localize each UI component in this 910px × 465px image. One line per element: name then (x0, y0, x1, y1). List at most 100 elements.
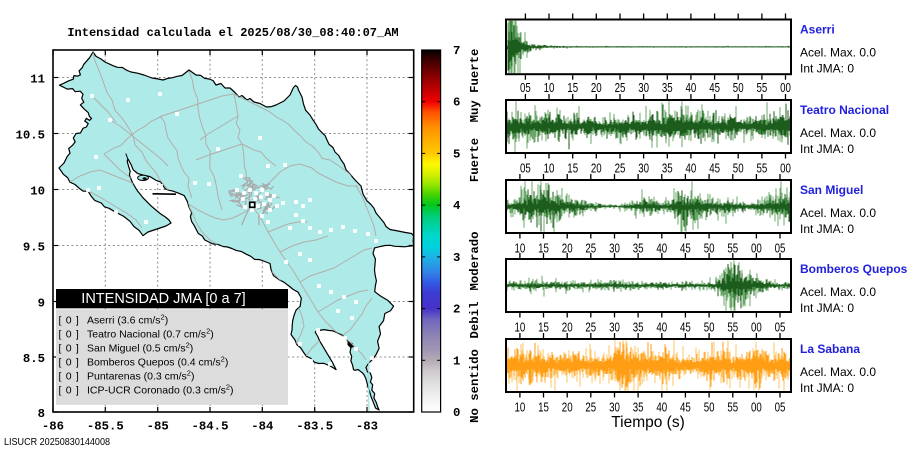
svg-text:Acel. Max. 0.0: Acel. Max. 0.0 (800, 285, 876, 299)
svg-text:Aserri (3.6 cm/s2): Aserri (3.6 cm/s2) (87, 313, 168, 327)
svg-text:-84: -84 (251, 420, 274, 434)
svg-text:15: 15 (567, 81, 578, 95)
svg-text:40: 40 (656, 320, 667, 334)
svg-text:Int JMA: 0: Int JMA: 0 (800, 301, 854, 315)
svg-text:10: 10 (30, 185, 45, 199)
svg-text:LISUCR 20250830144008: LISUCR 20250830144008 (4, 436, 110, 448)
svg-text:[ 0 ]: [ 0 ] (59, 329, 80, 341)
svg-text:-86: -86 (42, 420, 64, 434)
svg-text:Int JMA: 0: Int JMA: 0 (800, 62, 854, 76)
svg-text:Intensidad calculada el 2025/0: Intensidad calculada el 2025/08/30_08:40… (67, 26, 398, 40)
svg-text:45: 45 (680, 400, 691, 414)
svg-text:05: 05 (520, 81, 531, 95)
svg-text:40: 40 (686, 161, 697, 175)
svg-text:1: 1 (453, 354, 460, 368)
svg-text:No sentido: No sentido (468, 349, 482, 423)
svg-text:9.5: 9.5 (23, 241, 45, 255)
svg-text:Puntarenas (0.3 cm/s2): Puntarenas (0.3 cm/s2) (87, 369, 194, 383)
svg-text:30: 30 (638, 81, 649, 95)
svg-text:0: 0 (453, 406, 460, 420)
svg-text:Tiempo (s): Tiempo (s) (611, 414, 685, 431)
svg-text:11: 11 (30, 73, 45, 87)
svg-text:50: 50 (733, 81, 744, 95)
svg-text:20: 20 (591, 81, 602, 95)
svg-text:45: 45 (709, 81, 720, 95)
svg-text:[ 0 ]: [ 0 ] (59, 385, 80, 397)
svg-text:15: 15 (538, 320, 549, 334)
svg-text:40: 40 (686, 81, 697, 95)
svg-text:30: 30 (638, 161, 649, 175)
svg-text:15: 15 (567, 161, 578, 175)
svg-text:7: 7 (453, 44, 460, 58)
svg-text:-83.5: -83.5 (296, 420, 333, 434)
svg-text:Acel. Max. 0.0: Acel. Max. 0.0 (800, 365, 876, 379)
svg-text:35: 35 (662, 161, 673, 175)
svg-text:10: 10 (515, 400, 526, 414)
svg-text:La Sabana: La Sabana (800, 342, 860, 356)
svg-text:10: 10 (515, 320, 526, 334)
svg-text:Int JMA: 0: Int JMA: 0 (800, 381, 854, 395)
svg-text:20: 20 (591, 161, 602, 175)
svg-text:-85.5: -85.5 (87, 420, 124, 434)
svg-text:45: 45 (680, 320, 691, 334)
svg-text:10.5: 10.5 (15, 129, 45, 143)
svg-text:05: 05 (520, 161, 531, 175)
svg-text:Bomberos Quepos (0.4 cm/s2): Bomberos Quepos (0.4 cm/s2) (87, 355, 228, 369)
svg-text:Acel. Max. 0.0: Acel. Max. 0.0 (800, 126, 876, 140)
svg-text:00: 00 (780, 161, 791, 175)
svg-text:Acel. Max. 0.0: Acel. Max. 0.0 (800, 206, 876, 220)
svg-text:Moderado: Moderado (468, 231, 482, 290)
svg-text:3: 3 (453, 251, 460, 265)
svg-text:6: 6 (453, 96, 460, 110)
svg-text:05: 05 (775, 400, 786, 414)
svg-text:25: 25 (585, 400, 596, 414)
svg-text:Aserri: Aserri (800, 23, 835, 37)
svg-text:Int JMA: 0: Int JMA: 0 (800, 142, 854, 156)
svg-text:35: 35 (633, 320, 644, 334)
svg-text:25: 25 (615, 81, 626, 95)
svg-text:55: 55 (757, 161, 768, 175)
svg-text:10: 10 (544, 161, 555, 175)
svg-text:Debil: Debil (468, 302, 482, 339)
svg-text:Teatro Nacional: Teatro Nacional (800, 103, 889, 117)
svg-text:[ 0 ]: [ 0 ] (59, 357, 80, 369)
svg-text:10: 10 (544, 81, 555, 95)
svg-text:35: 35 (633, 400, 644, 414)
svg-text:[ 0 ]: [ 0 ] (59, 315, 80, 327)
svg-text:Bomberos Quepos: Bomberos Quepos (800, 262, 908, 276)
svg-text:15: 15 (538, 400, 549, 414)
svg-text:ICP-UCR Coronado (0.3 cm/s2): ICP-UCR Coronado (0.3 cm/s2) (87, 383, 234, 397)
svg-text:30: 30 (609, 320, 620, 334)
svg-text:Int JMA: 0: Int JMA: 0 (800, 222, 854, 236)
svg-text:5: 5 (453, 147, 460, 161)
svg-text:50: 50 (704, 400, 715, 414)
svg-text:-85: -85 (147, 420, 169, 434)
svg-text:25: 25 (615, 161, 626, 175)
svg-text:00: 00 (780, 81, 791, 95)
svg-text:-84.5: -84.5 (192, 420, 229, 434)
svg-text:50: 50 (704, 320, 715, 334)
svg-text:2: 2 (453, 303, 460, 317)
svg-text:4: 4 (453, 199, 461, 213)
svg-text:55: 55 (727, 400, 738, 414)
svg-text:San Miguel (0.5 cm/s2): San Miguel (0.5 cm/s2) (87, 341, 193, 355)
svg-text:40: 40 (656, 400, 667, 414)
svg-text:00: 00 (751, 320, 762, 334)
svg-text:30: 30 (609, 400, 620, 414)
svg-text:20: 20 (562, 320, 573, 334)
svg-text:INTENSIDAD JMA [0 a 7]: INTENSIDAD JMA [0 a 7] (81, 291, 245, 307)
svg-text:9: 9 (38, 297, 45, 311)
svg-text:35: 35 (662, 81, 673, 95)
svg-text:55: 55 (727, 320, 738, 334)
svg-text:25: 25 (585, 320, 596, 334)
svg-text:50: 50 (733, 161, 744, 175)
svg-text:05: 05 (775, 320, 786, 334)
svg-text:Acel. Max. 0.0: Acel. Max. 0.0 (800, 46, 876, 60)
svg-text:Teatro Nacional (0.7 cm/s2): Teatro Nacional (0.7 cm/s2) (87, 327, 214, 341)
svg-text:8.5: 8.5 (23, 352, 45, 366)
svg-text:20: 20 (562, 400, 573, 414)
svg-text:45: 45 (709, 161, 720, 175)
svg-text:-83: -83 (356, 420, 378, 434)
svg-text:55: 55 (757, 81, 768, 95)
svg-text:[ 0 ]: [ 0 ] (59, 371, 80, 383)
